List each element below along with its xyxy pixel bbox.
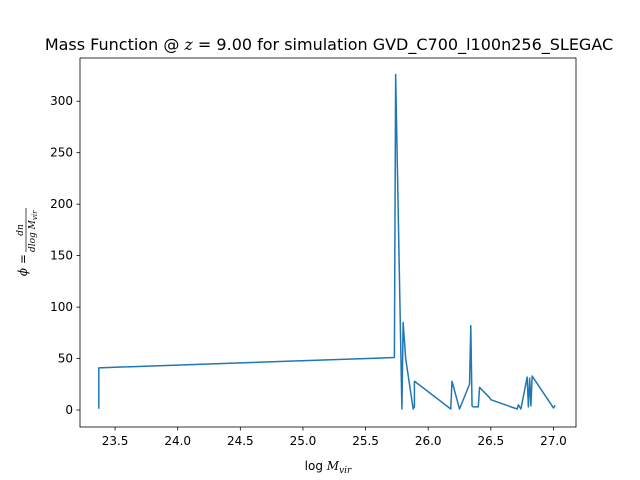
y-axis: 0 50 100 150 200 250 300 [50,94,80,417]
x-tick-label: 24.5 [227,434,254,448]
x-tick-label: 23.5 [102,434,129,448]
y-tick-label: 250 [50,146,73,160]
series-line [98,73,556,410]
y-axis-label: ϕ = dn dlog Mvir [16,208,39,276]
x-tick-label: 25.0 [290,434,317,448]
y-tick-label: 150 [50,249,73,263]
y-tick-label: 0 [65,403,73,417]
y-tick-label: 200 [50,197,73,211]
x-tick-label: 26.0 [415,434,442,448]
chart-title: Mass Function @ z = 9.00 for simulation … [45,35,613,55]
x-axis-label: log Mvir [305,459,352,476]
y-tick-label: 300 [50,94,73,108]
x-tick-label: 25.5 [352,434,379,448]
svg-text:ϕ =: ϕ = [16,254,30,276]
y-axis-label-denominator: dlog Mvir [28,210,39,252]
y-axis-label-numerator: dn [16,224,26,236]
x-tick-label: 26.5 [477,434,504,448]
y-tick-label: 50 [58,352,73,366]
y-tick-label: 100 [50,300,73,314]
x-tick-label: 27.0 [540,434,567,448]
plot-area [79,57,577,428]
series-layer [98,73,556,410]
x-tick-label: 24.0 [164,434,191,448]
x-axis: 23.5 24.0 24.5 25.0 25.5 26.0 26.5 27.0 [102,427,567,448]
axes-frame [79,57,577,428]
